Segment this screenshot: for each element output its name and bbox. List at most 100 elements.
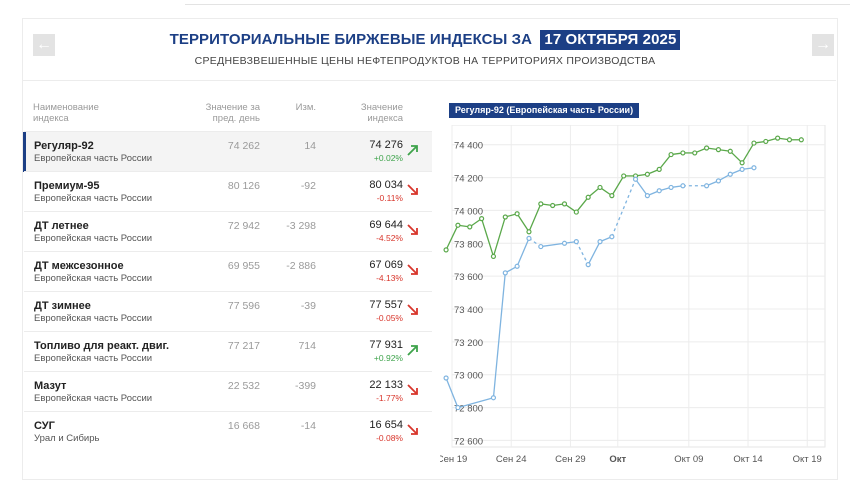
index-value: 22 133: [369, 379, 403, 391]
page-title: ТЕРРИТОРИАЛЬНЫЕ БИРЖЕВЫЕ ИНДЕКСЫ ЗА 17 О…: [0, 30, 850, 50]
table-row[interactable]: ДТ летнее Европейская часть России 72 942 -…: [24, 211, 432, 252]
prev-date-button[interactable]: ←: [33, 34, 55, 56]
change-percent: -0.08%: [376, 433, 403, 443]
series-1-point: [585, 262, 591, 268]
table-row[interactable]: Мазут Европейская часть России 22 532 -399 2…: [24, 371, 432, 412]
arrow-down-right-icon: [407, 264, 418, 275]
series-1-point: [727, 171, 733, 177]
x-tick-label: Окт: [609, 454, 626, 465]
index-value: 16 654: [369, 419, 403, 431]
series-0-point: [727, 148, 733, 154]
series-1-segment: [492, 272, 506, 398]
series-0-segment: [528, 203, 542, 233]
series-1-segment: [611, 178, 637, 237]
column-header-value: Значение индекса: [360, 102, 403, 124]
column-header-prev: Значение за пред. день: [205, 102, 260, 124]
x-tick-label: Окт 09: [674, 454, 703, 465]
table-row[interactable]: ДТ межсезонное Европейская часть России 69…: [24, 251, 432, 292]
series-1-point: [455, 404, 461, 411]
arrow-down-right-icon: [407, 304, 418, 315]
series-0-point: [479, 216, 485, 222]
series-1-segment: [635, 178, 648, 197]
prev-value: 22 532: [227, 380, 260, 392]
table-row[interactable]: Топливо для реакт. двиг. Европейская част…: [24, 331, 432, 372]
table-row[interactable]: Регуляр-92 Европейская часть России 74 262…: [23, 131, 432, 172]
y-tick-label: 74 400: [454, 141, 483, 152]
y-tick-label: 73 000: [454, 371, 483, 382]
series-1-point: [644, 193, 650, 199]
prev-value: 72 942: [227, 220, 260, 232]
series-1-point: [739, 166, 745, 172]
series-1-point: [668, 184, 674, 191]
y-tick-label: 73 600: [454, 272, 483, 283]
column-header-name: Наименование индекса: [33, 102, 99, 124]
change-percent: +0.02%: [373, 153, 403, 163]
table-row[interactable]: ДТ зимнее Европейская часть России 77 596 -…: [24, 291, 432, 332]
series-0-segment: [480, 218, 495, 257]
change-percent: +0.92%: [373, 353, 403, 363]
prev-value: 77 217: [227, 340, 260, 352]
top-divider: [185, 0, 850, 5]
series-0-point: [526, 229, 532, 235]
series-0-point: [538, 201, 544, 207]
series-0-segment: [445, 224, 459, 251]
series-1-point: [715, 178, 722, 184]
next-date-button[interactable]: →: [812, 34, 834, 56]
change-percent: -4.13%: [376, 273, 403, 283]
change-value: -39: [300, 300, 316, 312]
series-0-point: [585, 194, 591, 200]
change-value: -2 886: [286, 260, 316, 272]
page-subtitle: СРЕДНЕВЗВЕШЕННЫЕ ЦЕНЫ НЕФТЕПРОДУКТОВ НА …: [194, 55, 656, 67]
series-1-point: [490, 395, 497, 401]
change-value: -14: [300, 420, 316, 432]
series-1-point: [656, 188, 662, 194]
price-chart: 72 600 72 800 73 000 73 200 73 400 73 600 73 8…: [440, 125, 826, 465]
series-1-segment: [445, 377, 459, 408]
series-1-segment: [540, 242, 565, 248]
series-1-point: [538, 243, 544, 250]
prev-value: 77 596: [227, 300, 260, 312]
y-tick-label: 73 400: [454, 305, 483, 316]
index-value: 77 557: [369, 299, 403, 311]
arrow-down-right-icon: [407, 184, 418, 195]
table-row[interactable]: СУГ Урал и Сибирь 16 668 -14 16 654 -0.08%: [24, 411, 432, 452]
date-badge[interactable]: 17 ОКТЯБРЯ 2025: [540, 30, 681, 50]
index-name: ДТ зимнее: [34, 300, 91, 312]
series-0-point: [443, 247, 449, 253]
index-value: 80 034: [369, 179, 403, 191]
index-value: 77 931: [369, 339, 403, 351]
y-tick-label: 73 800: [454, 239, 483, 250]
series-0-point: [775, 135, 781, 141]
index-name: Премиум-95: [34, 180, 100, 192]
series-1-point: [609, 234, 615, 240]
index-region: Европейская часть России: [34, 353, 153, 364]
arrow-up-right-icon: [407, 145, 418, 156]
series-0-segment: [658, 154, 672, 170]
series-0-point: [621, 173, 627, 179]
series-0-point: [573, 209, 579, 215]
arrow-down-right-icon: [407, 424, 418, 435]
arrow-down-right-icon: [407, 384, 418, 395]
series-0-segment: [575, 196, 589, 213]
x-tick-label: Окт 14: [733, 454, 762, 465]
series-0-segment: [729, 150, 743, 164]
series-1-point: [597, 239, 603, 245]
series-1-point: [751, 165, 757, 171]
change-value: 14: [304, 140, 316, 152]
y-tick-label: 72 600: [454, 436, 483, 447]
y-tick-label: 73 200: [454, 338, 483, 349]
plot-area: [451, 125, 826, 448]
change-percent: -0.11%: [376, 193, 403, 203]
series-0-point: [644, 171, 650, 177]
index-region: Европейская часть России: [34, 193, 153, 204]
table-row[interactable]: Премиум-95 Европейская часть России 80 126…: [24, 171, 432, 212]
index-name: Топливо для реакт. двиг.: [34, 340, 170, 352]
series-1-segment: [575, 241, 589, 265]
index-name: Мазут: [34, 380, 67, 392]
series-0-point: [680, 150, 686, 156]
series-0-point: [715, 147, 722, 153]
index-region: Урал и Сибирь: [34, 433, 100, 444]
x-tick-label: Сен 29: [555, 454, 586, 465]
series-1-point: [502, 270, 508, 276]
change-value: -399: [294, 380, 316, 392]
